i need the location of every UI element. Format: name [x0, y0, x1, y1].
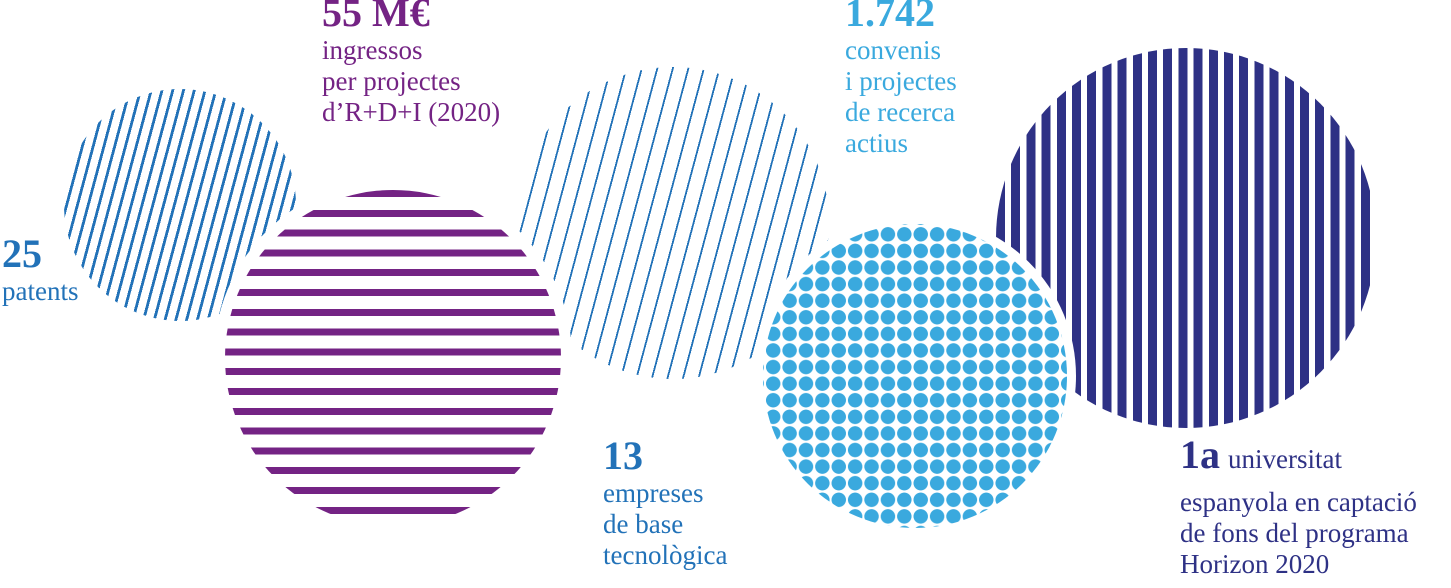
stat-agreements-label-line-4: actius [845, 128, 908, 158]
stat-companies-label-line-2: de base [603, 509, 684, 539]
stat-companies-label-line-3: tecnològica [603, 540, 728, 570]
stat-companies: 13 empreses de base tecnològica [603, 434, 727, 571]
stat-ranking-number: 1a [1180, 432, 1220, 477]
stat-agreements: 1.742 convenis i projectes de recerca ac… [845, 0, 957, 159]
patents-circle-diagonal-stripes [64, 89, 296, 321]
stat-ranking-label-line-3: Horizon 2020 [1180, 549, 1330, 579]
stat-ranking-first-line: 1a universitat [1180, 432, 1450, 487]
stat-income: 55 M€ ingressos per projectes d’R+D+I (2… [322, 0, 500, 128]
stat-ranking-label-line-1: espanyola en captació [1180, 487, 1417, 517]
stat-agreements-label-line-1: convenis [845, 35, 941, 65]
stat-income-label-line-2: per projectes [322, 66, 461, 96]
income-circle-horizontal-stripes [225, 190, 561, 526]
stat-patents-number: 25 [2, 231, 42, 276]
stat-ranking-label-line-2: de fons del programa [1180, 518, 1409, 548]
stat-ranking-inline-label: universitat [1228, 444, 1342, 474]
stat-income-label-line-3: d’R+D+I (2020) [322, 97, 501, 127]
stat-ranking: 1a universitat espanyola en captació de f… [1180, 432, 1450, 580]
stat-income-number: 55 M€ [322, 0, 430, 35]
stat-companies-number: 13 [603, 433, 643, 478]
stat-agreements-label-line-2: i projectes [845, 66, 957, 96]
stat-patents-label: patents [2, 276, 79, 306]
stat-agreements-label-line-3: de recerca [845, 97, 956, 127]
stat-companies-label-line-1: empreses [603, 478, 704, 508]
stat-patents: 25 patents [2, 232, 78, 307]
stat-income-label-line-1: ingressos [322, 35, 423, 65]
agreements-dots-circle [763, 224, 1067, 528]
stat-agreements-number: 1.742 [845, 0, 935, 35]
